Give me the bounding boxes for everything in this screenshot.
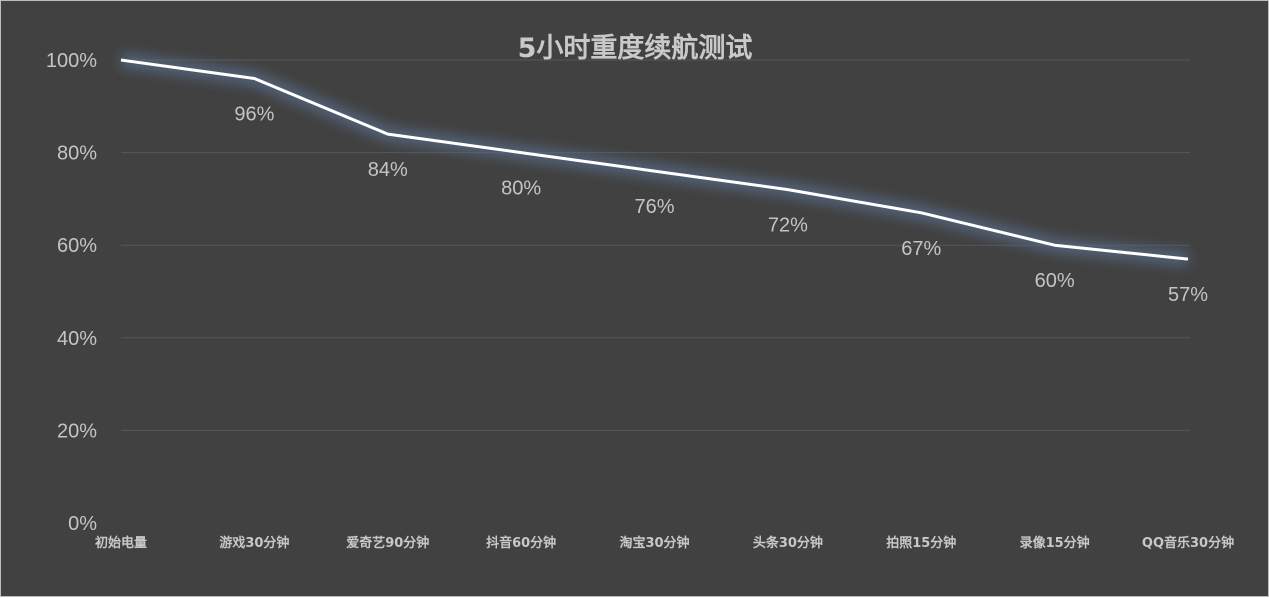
data-labels: 96% 84% 80% 76% 72% 67% 60% 57% (234, 104, 1208, 307)
y-tick-label: 60% (57, 235, 97, 257)
y-tick-label: 100% (46, 50, 97, 72)
data-label: 84% (368, 159, 408, 181)
y-tick-label: 40% (57, 328, 97, 350)
x-tick-label: 初始电量 (95, 535, 147, 551)
x-tick-label: 拍照15分钟 (886, 535, 956, 551)
data-label: 80% (501, 178, 541, 200)
y-tick-label: 0% (68, 513, 97, 535)
data-label: 67% (901, 238, 941, 260)
x-tick-label: 录像15分钟 (1020, 535, 1090, 551)
x-tick-label: 抖音60分钟 (486, 535, 556, 551)
y-tick-label: 20% (57, 420, 97, 442)
x-tick-label: 爱奇艺90分钟 (346, 535, 429, 551)
y-axis-ticks: 0% 20% 40% 60% 80% 100% (46, 50, 97, 535)
data-label: 72% (768, 215, 808, 237)
gridlines (121, 59, 1190, 431)
data-label: 57% (1168, 284, 1208, 306)
chart-title: 5小时重度续航测试 (518, 32, 753, 64)
data-label: 96% (234, 104, 274, 126)
data-label: 76% (634, 196, 674, 218)
battery-line (120, 58, 1189, 261)
y-tick-label: 80% (57, 143, 97, 165)
x-tick-label: 头条30分钟 (753, 535, 823, 551)
data-label: 60% (1035, 270, 1075, 292)
x-tick-label: QQ音乐30分钟 (1142, 535, 1234, 551)
x-axis-ticks: 初始电量 游戏30分钟 爱奇艺90分钟 抖音60分钟 淘宝30分钟 头条30分钟 拍照15分… (95, 535, 1234, 551)
x-tick-label: 淘宝30分钟 (619, 535, 689, 551)
x-tick-label: 游戏30分钟 (219, 535, 289, 551)
